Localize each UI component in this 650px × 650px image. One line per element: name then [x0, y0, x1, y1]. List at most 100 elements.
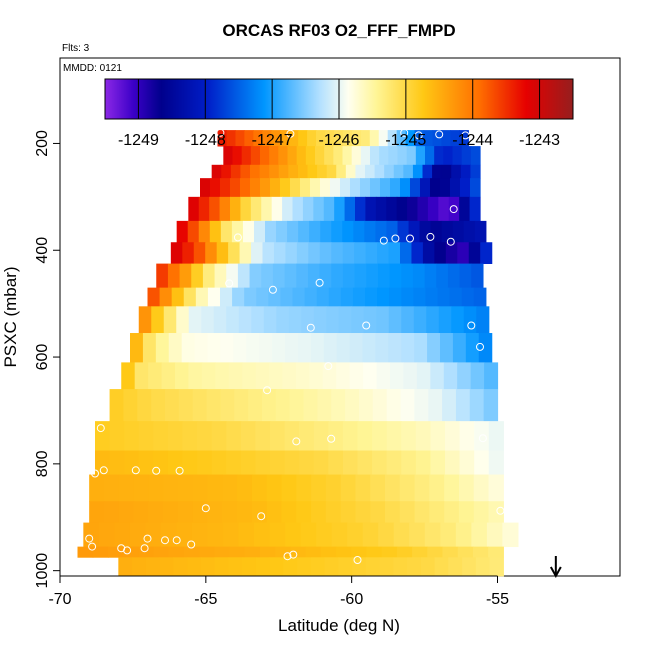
heatmap-cell	[401, 263, 414, 289]
heatmap-cell	[451, 306, 465, 334]
heatmap-cell	[370, 146, 380, 166]
data-point	[435, 130, 444, 139]
y-tick-label: 800	[34, 450, 51, 477]
heatmap-cell	[163, 474, 179, 502]
heatmap-cell	[246, 333, 260, 363]
heatmap-cell	[320, 178, 331, 198]
heatmap-cell	[386, 196, 398, 222]
arrow-head	[549, 566, 562, 579]
heatmap-cell	[177, 474, 194, 502]
heatmap-cell	[401, 421, 417, 451]
heatmap-cell	[436, 263, 449, 289]
heatmap-cell	[95, 421, 111, 451]
data-point	[414, 131, 423, 140]
heatmap-cell	[393, 557, 408, 577]
heatmap-cell	[480, 242, 493, 264]
heatmap-cell	[240, 196, 252, 222]
heatmap-cell	[389, 263, 402, 289]
heatmap-cell	[107, 546, 124, 558]
heatmap-cell	[193, 242, 206, 264]
heatmap-cell	[195, 287, 209, 307]
heatmap-cell	[469, 196, 481, 222]
heatmap-cell	[188, 306, 202, 334]
heatmap-cell	[165, 389, 180, 422]
data-point	[161, 536, 169, 545]
heatmap-cell	[488, 501, 504, 523]
heatmap-cell	[416, 362, 431, 390]
heatmap-cell	[399, 501, 416, 523]
heatmap-cell	[209, 196, 221, 222]
heatmap-cell	[307, 164, 318, 179]
heatmap-cell	[271, 130, 281, 147]
heatmap-cell	[123, 389, 138, 422]
heatmap-cell	[270, 178, 281, 198]
data-point	[96, 424, 105, 433]
heatmap-cell	[457, 546, 474, 558]
data-point	[315, 278, 324, 287]
data-point	[496, 506, 505, 515]
heatmap-cell	[282, 362, 297, 390]
heatmap-cell	[124, 450, 140, 475]
data-point	[99, 466, 108, 475]
data-point	[175, 466, 184, 475]
heatmap-cell	[280, 287, 294, 307]
heatmap-cell	[342, 242, 355, 264]
heatmap-cell	[360, 178, 371, 198]
heatmap-cell	[276, 306, 290, 334]
heatmap-cell	[254, 522, 271, 548]
heatmap-cell	[379, 146, 389, 166]
heatmap-cell	[114, 522, 131, 548]
heatmap-cell	[502, 522, 519, 548]
heatmap-cell	[457, 242, 470, 264]
y-tick-label: 600	[34, 344, 51, 371]
heatmap-cell	[447, 263, 461, 289]
colorbar-tick-label: -1249	[118, 132, 159, 149]
heatmap-cell	[83, 522, 100, 548]
heatmap-cell	[488, 474, 504, 502]
heatmap-cell	[239, 242, 252, 264]
heatmap-cell	[118, 557, 133, 577]
heatmap-cell	[276, 220, 288, 243]
heatmap-cell	[163, 501, 179, 523]
heatmap-cell	[413, 306, 427, 334]
heatmap-cell	[387, 130, 398, 147]
heatmap-cell	[138, 421, 154, 451]
heatmap-cell	[313, 196, 325, 222]
heatmap-cell	[459, 263, 472, 289]
heatmap-cell	[355, 501, 371, 523]
heatmap-cell	[342, 450, 359, 475]
heatmap-cell	[328, 287, 342, 307]
data-point	[268, 285, 277, 294]
heatmap-cell	[413, 287, 427, 307]
heatmap-cell	[455, 389, 471, 422]
heatmap-cell	[220, 389, 235, 422]
heatmap-cell	[214, 546, 231, 558]
heatmap-cell	[197, 450, 213, 475]
heatmap-cell	[400, 389, 415, 422]
heatmap-cell	[478, 333, 493, 363]
heatmap-cell	[270, 450, 286, 475]
heatmap-cell	[379, 557, 394, 577]
heatmap-cell	[443, 362, 458, 390]
heatmap-cell	[220, 220, 233, 243]
heatmap-cell	[187, 557, 202, 577]
heatmap-cell	[207, 522, 224, 548]
heatmap-cell	[211, 450, 227, 475]
heatmap-cell	[430, 178, 441, 198]
heatmap-cell	[269, 146, 279, 166]
heatmap-cell	[325, 474, 342, 502]
heatmap-cell	[376, 306, 390, 334]
heatmap-cell	[176, 306, 190, 334]
heatmap-cell	[317, 164, 328, 179]
heatmap-cell	[345, 389, 360, 422]
heatmap-cell	[156, 263, 169, 289]
heatmap-cell	[473, 474, 490, 502]
heatmap-cell	[375, 220, 388, 243]
heatmap-cell	[425, 146, 435, 166]
heatmap-cell	[443, 146, 454, 166]
data-point	[476, 342, 484, 351]
heatmap-cell	[357, 421, 373, 451]
heatmap-cell	[109, 421, 125, 451]
